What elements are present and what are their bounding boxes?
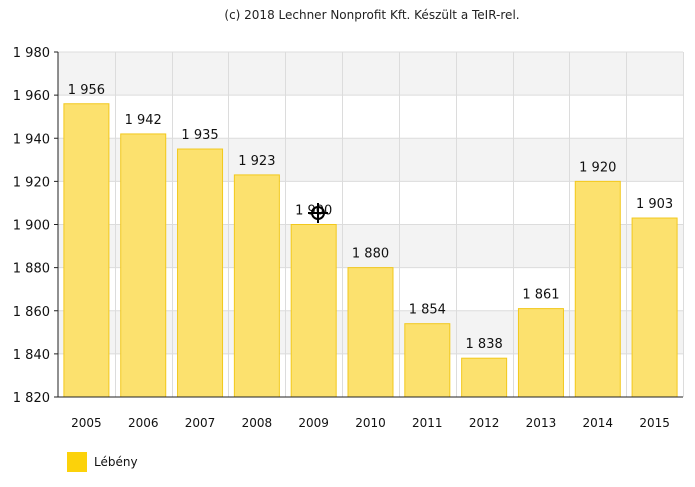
y-tick-label: 1 880 xyxy=(13,262,50,277)
y-tick-label: 1 920 xyxy=(13,175,50,190)
y-tick-label: 1 960 xyxy=(13,89,50,104)
data-label: 1 861 xyxy=(522,288,559,303)
legend-label: Lébény xyxy=(94,455,138,469)
y-tick-label: 1 900 xyxy=(13,219,50,234)
x-tick-label: 2012 xyxy=(469,416,500,430)
y-tick-label: 1 860 xyxy=(13,305,50,320)
plot-band xyxy=(58,52,683,96)
y-tick-label: 1 820 xyxy=(13,391,50,406)
x-tick-label: 2008 xyxy=(242,416,273,430)
x-tick-label: 2011 xyxy=(412,416,443,430)
data-label: 1 903 xyxy=(636,197,673,212)
y-tick-label: 1 940 xyxy=(13,132,50,147)
bar xyxy=(461,357,508,398)
bar xyxy=(517,308,564,398)
x-tick-label: 2009 xyxy=(298,416,329,430)
y-tick-labels: 1 820 1 840 1 860 1 880 1 900 1 920 1 940 1 960… xyxy=(13,46,58,406)
bar xyxy=(404,323,451,398)
bar xyxy=(177,148,224,398)
chart-credit: (c) 2018 Lechner Nonprofit Kft. Készült … xyxy=(224,8,519,22)
bar xyxy=(233,174,280,398)
bars xyxy=(63,103,678,398)
data-label: 1 920 xyxy=(579,160,616,175)
data-label: 1 854 xyxy=(409,303,446,318)
x-tick-label: 2006 xyxy=(128,416,159,430)
x-tick-label: 2005 xyxy=(71,416,102,430)
bar xyxy=(631,217,678,398)
bar xyxy=(63,103,110,398)
x-tick-label: 2007 xyxy=(185,416,216,430)
data-label: 1 880 xyxy=(352,247,389,262)
legend-swatch xyxy=(67,452,87,472)
x-tick-label: 2014 xyxy=(582,416,613,430)
bar xyxy=(120,133,167,398)
data-label: 1 956 xyxy=(68,83,105,98)
move-cursor-icon xyxy=(308,203,328,223)
x-tick-label: 2013 xyxy=(526,416,557,430)
bar xyxy=(290,224,337,398)
x-tick-label: 2010 xyxy=(355,416,386,430)
data-label: 1 838 xyxy=(466,337,503,352)
bar xyxy=(347,267,394,398)
data-label: 1 935 xyxy=(181,128,218,143)
data-label: 1 942 xyxy=(125,113,162,128)
legend: Lébény xyxy=(67,452,138,472)
y-tick-label: 1 980 xyxy=(13,46,50,61)
data-label: 1 923 xyxy=(238,154,275,169)
x-tick-label: 2015 xyxy=(639,416,670,430)
bar xyxy=(574,180,621,398)
x-tick-labels: 2005 2006 2007 2008 2009 2010 2011 2012 2013 2014… xyxy=(71,416,670,430)
y-tick-label: 1 840 xyxy=(13,348,50,363)
